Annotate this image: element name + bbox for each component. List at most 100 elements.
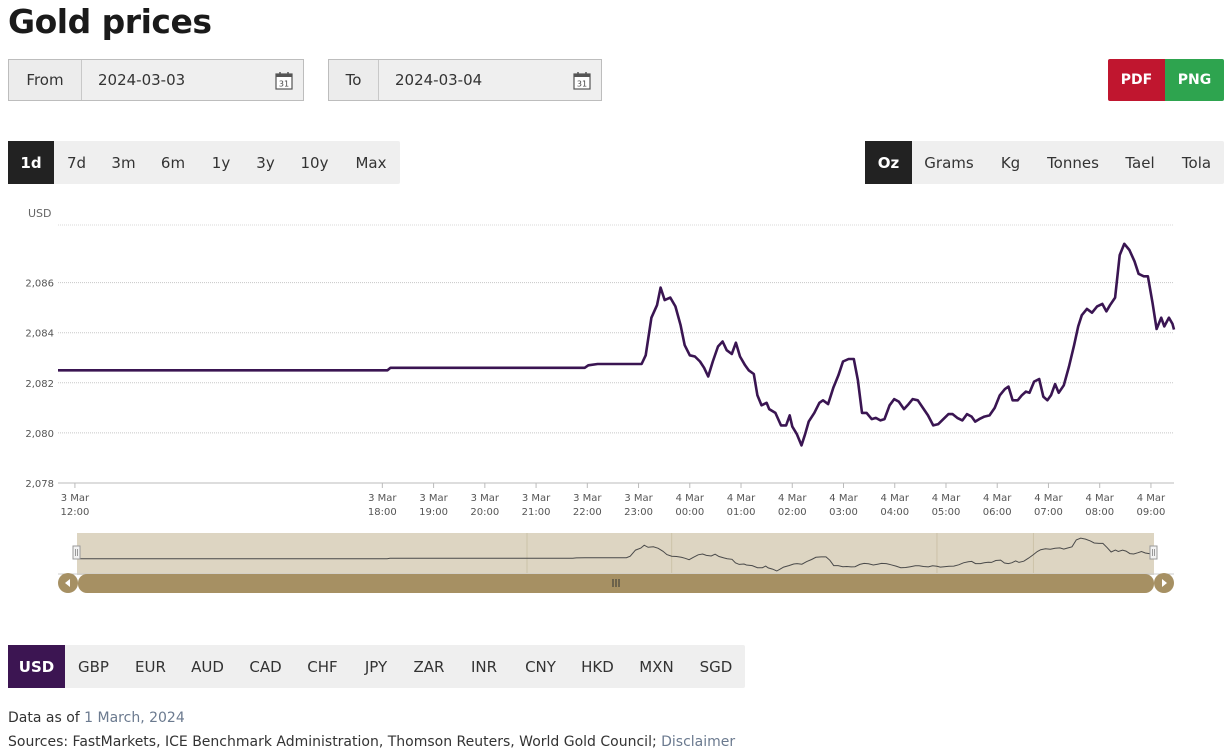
x-tick-label-day: 4 Mar xyxy=(727,493,756,504)
x-tick-label-day: 4 Mar xyxy=(881,493,910,504)
x-tick-label-time: 06:00 xyxy=(983,507,1012,518)
x-tick-label-time: 03:00 xyxy=(829,507,858,518)
period-button-6m[interactable]: 6m xyxy=(160,153,186,172)
x-tick-label-day: 4 Mar xyxy=(829,493,858,504)
calendar-day-text: 31 xyxy=(577,80,587,89)
calendar-icon[interactable]: 31 xyxy=(275,71,293,90)
from-date-input[interactable]: 2024-03-03 31 xyxy=(82,60,303,100)
x-tick-label-day: 4 Mar xyxy=(983,493,1012,504)
period-button-7d[interactable]: 7d xyxy=(66,153,87,172)
y-tick-label: 2,078 xyxy=(25,479,54,490)
unit-button-group: Oz Grams Kg Tonnes Tael Tola xyxy=(865,141,1224,184)
x-tick-label-day: 3 Mar xyxy=(471,493,500,504)
y-tick-label: 2,082 xyxy=(25,379,54,390)
currency-button-gbp[interactable]: GBP xyxy=(78,657,109,676)
x-tick-label-day: 3 Mar xyxy=(419,493,448,504)
calendar-day-text: 31 xyxy=(279,80,289,89)
price-chart: USD 2,078 2,080 2,082 2,084 2,086 3 Mar 12:00… xyxy=(0,195,1227,605)
currency-button-jpy[interactable]: JPY xyxy=(364,657,388,676)
currency-button-aud[interactable]: AUD xyxy=(191,657,224,676)
currency-button-sgd[interactable]: SGD xyxy=(699,657,733,676)
x-tick-label-time: 23:00 xyxy=(624,507,653,518)
to-date-input[interactable]: 2024-03-04 31 xyxy=(379,60,601,100)
y-tick-label: 2,086 xyxy=(25,279,54,290)
x-tick-label-day: 4 Mar xyxy=(778,493,807,504)
x-tick-label-time: 18:00 xyxy=(368,507,397,518)
unit-button-grams[interactable]: Grams xyxy=(924,153,974,172)
unit-button-oz[interactable]: Oz xyxy=(865,141,912,184)
currency-button-usd[interactable]: USD xyxy=(8,645,65,688)
to-date-field[interactable]: To 2024-03-04 31 xyxy=(328,59,602,101)
x-tick-label-time: 01:00 xyxy=(727,507,756,518)
x-tick-label-day: 3 Mar xyxy=(368,493,397,504)
png-export-button[interactable]: PNG xyxy=(1165,59,1224,101)
sources-line: Sources: FastMarkets, ICE Benchmark Admi… xyxy=(8,734,735,750)
currency-button-chf[interactable]: CHF xyxy=(307,657,338,676)
range-navigator[interactable] xyxy=(58,533,1174,593)
calendar-icon[interactable]: 31 xyxy=(573,71,591,90)
x-tick-label-day: 4 Mar xyxy=(676,493,705,504)
from-date-field[interactable]: From 2024-03-03 31 xyxy=(8,59,304,101)
currency-button-inr[interactable]: INR xyxy=(470,657,498,676)
currency-button-hkd[interactable]: HKD xyxy=(581,657,614,676)
disclaimer-link[interactable]: Disclaimer xyxy=(661,734,736,750)
x-tick-label-day: 4 Mar xyxy=(932,493,961,504)
x-tick-label-time: 07:00 xyxy=(1034,507,1063,518)
x-tick-label-time: 00:00 xyxy=(675,507,704,518)
period-button-group: 1d 7d 3m 6m 1y 3y 10y Max xyxy=(8,141,400,184)
to-label: To xyxy=(329,60,379,100)
navigator-selection[interactable] xyxy=(77,533,1154,575)
to-date-value: 2024-03-04 xyxy=(395,71,483,89)
x-axis-ticks: 3 Mar 12:00 3 Mar 18:00 3 Mar 19:00 3 Mar 20:00… xyxy=(60,483,1166,518)
x-tick-label-time: 05:00 xyxy=(932,507,961,518)
x-tick-label-time: 09:00 xyxy=(1137,507,1166,518)
chevron-left-icon xyxy=(65,579,70,587)
period-button-1y[interactable]: 1y xyxy=(211,153,231,172)
grid-lines xyxy=(58,224,1174,484)
data-as-of-label: Data as of xyxy=(8,710,85,726)
navigator-right-handle[interactable] xyxy=(1149,545,1158,560)
period-button-1d[interactable]: 1d xyxy=(8,141,54,184)
period-button-max[interactable]: Max xyxy=(355,153,387,172)
period-button-3y[interactable]: 3y xyxy=(256,153,275,172)
currency-button-group: USD GBP EUR AUD CAD CHF JPY ZAR INR CNY HKD MXN SGD xyxy=(8,645,745,688)
x-tick-label-day: 3 Mar xyxy=(624,493,653,504)
x-tick-label-time: 19:00 xyxy=(419,507,448,518)
x-tick-label-time: 21:00 xyxy=(522,507,551,518)
from-date-value: 2024-03-03 xyxy=(98,71,186,89)
x-tick-label-time: 20:00 xyxy=(470,507,499,518)
period-button-3m[interactable]: 3m xyxy=(111,153,136,172)
currency-button-cad[interactable]: CAD xyxy=(249,657,282,676)
currency-button-zar[interactable]: ZAR xyxy=(413,657,445,676)
currency-button-mxn[interactable]: MXN xyxy=(639,657,674,676)
x-tick-label-day: 3 Mar xyxy=(61,493,90,504)
sources-text: Sources: FastMarkets, ICE Benchmark Admi… xyxy=(8,734,662,750)
x-tick-label-time: 12:00 xyxy=(60,507,89,518)
currency-button-eur[interactable]: EUR xyxy=(135,657,166,676)
x-tick-label-day: 4 Mar xyxy=(1137,493,1166,504)
y-tick-label: 2,080 xyxy=(25,429,54,440)
page-title: Gold prices xyxy=(8,2,212,41)
y-tick-label: 2,084 xyxy=(25,329,54,340)
unit-button-tonnes[interactable]: Tonnes xyxy=(1047,153,1099,172)
x-tick-label-day: 3 Mar xyxy=(522,493,551,504)
navigator-left-handle[interactable] xyxy=(72,545,81,560)
unit-button-tola[interactable]: Tola xyxy=(1181,153,1212,172)
period-button-10y[interactable]: 10y xyxy=(300,153,329,172)
navigator-series-line xyxy=(77,537,1154,572)
price-series-line xyxy=(58,242,1176,447)
unit-button-kg[interactable]: Kg xyxy=(1000,153,1021,172)
x-tick-label-time: 02:00 xyxy=(778,507,807,518)
x-tick-label-time: 08:00 xyxy=(1085,507,1114,518)
pdf-export-button[interactable]: PDF xyxy=(1108,59,1165,101)
from-label: From xyxy=(9,60,82,100)
x-tick-label-time: 22:00 xyxy=(573,507,602,518)
currency-button-cny[interactable]: CNY xyxy=(525,657,556,676)
unit-button-tael[interactable]: Tael xyxy=(1125,153,1155,172)
x-tick-label-day: 4 Mar xyxy=(1085,493,1114,504)
y-axis-ticks: 2,078 2,080 2,082 2,084 2,086 xyxy=(25,279,54,490)
x-tick-label-time: 04:00 xyxy=(880,507,909,518)
x-tick-label-day: 4 Mar xyxy=(1034,493,1063,504)
x-tick-label-day: 3 Mar xyxy=(573,493,602,504)
chevron-right-icon xyxy=(1162,579,1167,587)
